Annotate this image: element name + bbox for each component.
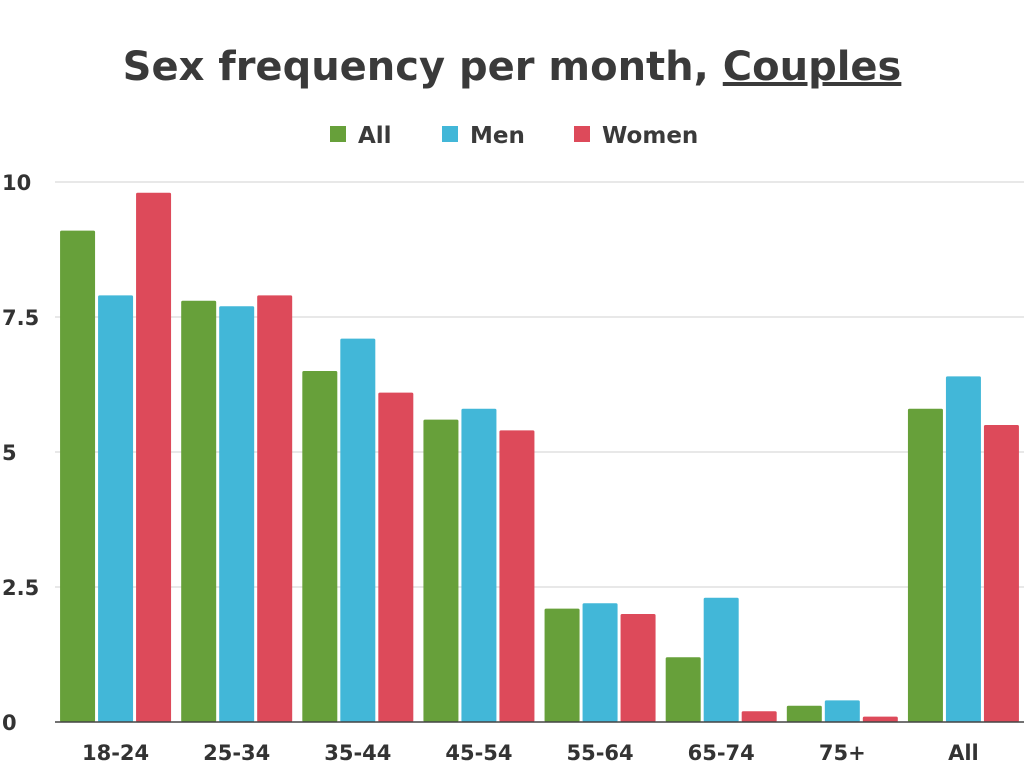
- bar-women-45-54: [499, 430, 535, 722]
- bars: 18-24 25-34 35-44 45-54 55-64 65-74 75+ All: [60, 192, 1019, 765]
- x-tick-label: 18-24: [82, 741, 149, 765]
- bar-all-18-24: [60, 230, 96, 722]
- x-tick-label: 65-74: [688, 741, 755, 765]
- x-tick-label: 45-54: [445, 741, 512, 765]
- x-tick-label: All: [948, 741, 979, 765]
- grid-lines: 0 2.5 5 7.5 10: [2, 171, 1024, 735]
- bar-all-25-34: [181, 300, 217, 722]
- y-tick-label: 10: [2, 171, 31, 195]
- bar-all-all: [907, 408, 943, 722]
- bar-all-35-44: [302, 371, 338, 722]
- bar-women-65-74: [741, 711, 777, 722]
- bar-women-all: [983, 425, 1019, 722]
- y-tick-label: 7.5: [2, 306, 39, 330]
- x-tick-label: 55-64: [566, 741, 633, 765]
- legend-label-all: All: [358, 123, 392, 149]
- bar-men-25-34: [219, 306, 255, 722]
- bar-all-65-74: [665, 657, 701, 722]
- chart-title-main: Sex frequency per month,: [123, 44, 723, 90]
- bar-women-35-44: [378, 392, 414, 722]
- legend-swatch-all: [330, 126, 346, 142]
- legend-label-men: Men: [470, 123, 525, 149]
- bar-men-45-54: [461, 408, 497, 722]
- bar-women-55-64: [620, 614, 656, 722]
- bar-men-all: [945, 376, 981, 722]
- x-tick-label: 25-34: [203, 741, 270, 765]
- y-tick-label: 2.5: [2, 576, 39, 600]
- bar-men-18-24: [98, 295, 134, 722]
- bar-all-45-54: [423, 419, 459, 722]
- bar-men-35-44: [340, 338, 376, 722]
- bar-women-75plus: [862, 716, 898, 722]
- x-tick-label: 75+: [819, 741, 866, 765]
- bar-all-75plus: [786, 705, 822, 722]
- bar-men-65-74: [703, 597, 739, 722]
- y-tick-label: 5: [2, 441, 17, 465]
- bar-women-25-34: [257, 295, 293, 722]
- bar-men-55-64: [582, 603, 618, 722]
- bar-men-75plus: [824, 700, 860, 722]
- bar-all-55-64: [544, 608, 580, 722]
- legend: All Men Women: [330, 123, 698, 149]
- bar-women-18-24: [136, 192, 172, 723]
- chart-title: Sex frequency per month, Couples: [123, 44, 902, 90]
- legend-swatch-men: [442, 126, 458, 142]
- chart-title-emphasis: Couples: [723, 44, 902, 90]
- y-tick-label: 0: [2, 711, 17, 735]
- legend-label-women: Women: [602, 123, 698, 149]
- x-tick-label: 35-44: [324, 741, 391, 765]
- legend-swatch-women: [574, 126, 590, 142]
